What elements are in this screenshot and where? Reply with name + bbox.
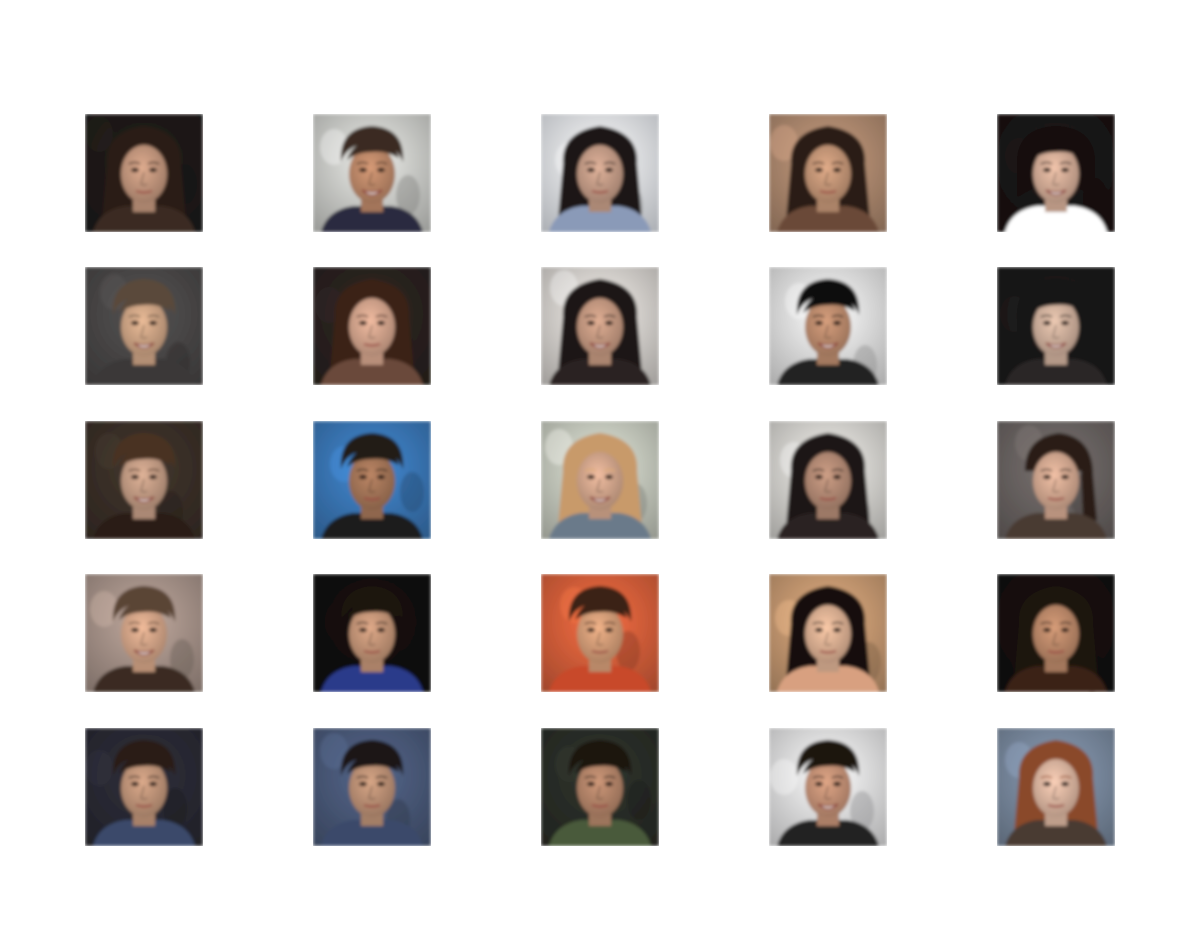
face-image-r5-c2 (313, 728, 431, 846)
face-image-r1-c1 (85, 114, 203, 232)
face-image-r5-c1 (85, 728, 203, 846)
face-image-r4-c3 (541, 574, 659, 692)
face-image-r2-c3 (541, 267, 659, 385)
face-image-r3-c2 (313, 421, 431, 539)
face-image-r3-c3 (541, 421, 659, 539)
face-image-r5-c5 (997, 728, 1115, 846)
face-image-r5-c3 (541, 728, 659, 846)
face-image-r3-c1 (85, 421, 203, 539)
face-image-r1-c3 (541, 114, 659, 232)
face-image-r1-c5 (997, 114, 1115, 232)
face-image-r2-c1 (85, 267, 203, 385)
face-image-r4-c1 (85, 574, 203, 692)
face-image-r1-c4 (769, 114, 887, 232)
face-image-r4-c2 (313, 574, 431, 692)
face-image-r4-c5 (997, 574, 1115, 692)
face-image-r1-c2 (313, 114, 431, 232)
face-image-r4-c4 (769, 574, 887, 692)
face-image-r2-c5 (997, 267, 1115, 385)
face-image-r3-c4 (769, 421, 887, 539)
face-image-r3-c5 (997, 421, 1115, 539)
face-image-r2-c4 (769, 267, 887, 385)
face-image-r5-c4 (769, 728, 887, 846)
face-image-r2-c2 (313, 267, 431, 385)
